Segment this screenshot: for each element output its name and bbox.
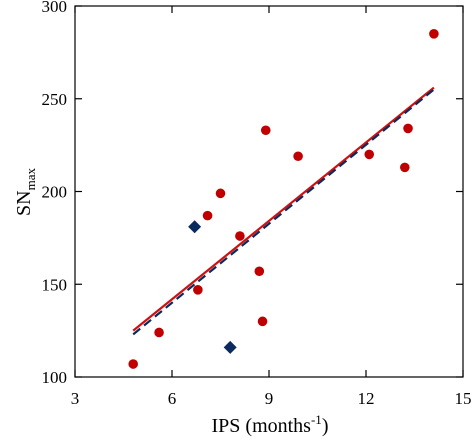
x-tick-label: 12 [358, 389, 375, 408]
data-point-circle [193, 285, 203, 295]
data-point-circle [260, 125, 271, 136]
data-point-circle [128, 359, 138, 369]
data-point-circle [154, 327, 164, 338]
data-point-circle [235, 231, 245, 241]
y-tick-label: 250 [42, 90, 68, 109]
axes [74, 5, 464, 378]
data-point-circle [403, 123, 413, 134]
x-tick-label: 15 [455, 389, 472, 408]
tick-labels: 3 6 9 12 15 100 150 200 250 300 [42, 0, 472, 408]
fit-lines [132, 86, 435, 336]
fit-line-solid [132, 86, 435, 332]
y-axis-title: SNmax [13, 168, 38, 216]
x-tick-label: 3 [71, 389, 80, 408]
data-point-diamond [188, 220, 202, 234]
data-point-circle [257, 316, 268, 327]
data-point-diamond [223, 340, 237, 354]
data-point-circle [254, 266, 265, 277]
x-tick-label: 9 [265, 389, 274, 408]
data-point-circle [215, 188, 226, 199]
data-point-circle [202, 210, 213, 221]
data-point-circle [429, 29, 439, 39]
data-point-circle [364, 149, 375, 160]
data-point-circle [293, 151, 303, 162]
y-tick-label: 200 [42, 183, 68, 202]
plot-frame [74, 5, 464, 378]
y-tick-label: 300 [42, 0, 68, 16]
fit-line-dashed [132, 88, 435, 336]
x-tick-label: 6 [168, 389, 177, 408]
x-axis-title: IPS (months-1) [212, 412, 329, 437]
data-point-circle [400, 162, 410, 173]
data-points [128, 29, 439, 369]
y-tick-label: 150 [42, 275, 68, 294]
y-tick-label: 100 [42, 368, 68, 387]
